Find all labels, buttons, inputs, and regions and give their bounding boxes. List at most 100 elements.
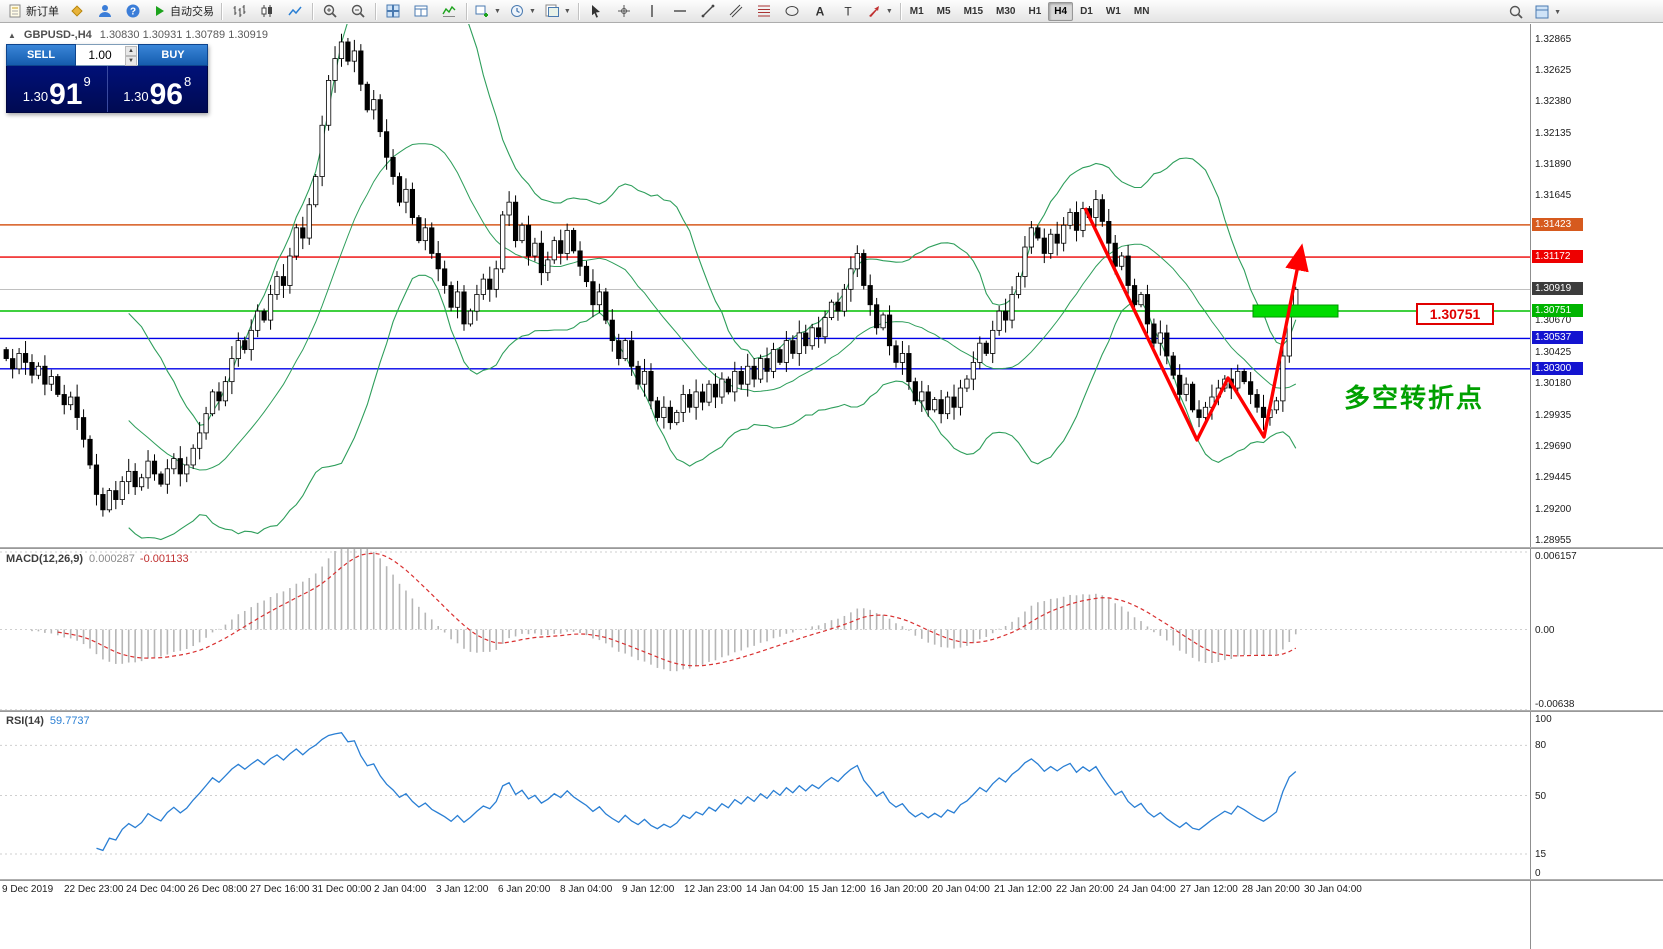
shapes-tool-button[interactable] [778, 0, 806, 22]
toolbar-separator [577, 2, 579, 20]
fibonacci-tool-button[interactable] [750, 0, 778, 22]
trend-arrow-annotation[interactable] [1083, 207, 1309, 442]
svg-text:A: A [815, 5, 824, 19]
templates-button[interactable]: ▼ [540, 0, 575, 22]
autotrading-button[interactable]: 自动交易 [147, 0, 218, 22]
time-axis-label: 20 Jan 04:00 [932, 884, 990, 895]
search-icon [1509, 5, 1523, 19]
price-tick: 1.32135 [1535, 127, 1572, 139]
indicators-button[interactable] [435, 0, 463, 22]
price-tick: 1.32625 [1535, 64, 1572, 76]
timeframe-button-D1[interactable]: D1 [1080, 5, 1093, 17]
horizontal-line-tool-button[interactable] [666, 0, 694, 22]
bid-main-digits: 91 [49, 77, 83, 111]
time-axis-label: 27 Jan 12:00 [1180, 884, 1238, 895]
vertical-line-tool-button[interactable] [638, 0, 666, 22]
rsi-title: RSI(14) [6, 715, 44, 727]
volume-down-button[interactable]: ▼ [125, 56, 137, 66]
metaquotes-icon [71, 5, 83, 17]
new-order-button[interactable]: 新订单 [3, 0, 63, 22]
price-scale-column[interactable]: 1.32865 1.32625 1.32380 1.32135 1.31890 1.316… [1531, 0, 1663, 949]
indicators-icon [442, 5, 456, 17]
text-tool-button[interactable]: A [806, 0, 834, 22]
help-icon: ? [126, 4, 140, 18]
bid-price[interactable]: 1.30 91 9 [7, 66, 108, 112]
workspace-button[interactable]: ▼ [1530, 1, 1565, 23]
candlestick-chart-button[interactable] [253, 0, 281, 22]
toolbar-separator [375, 2, 376, 20]
timeframe-button-M30[interactable]: M30 [996, 5, 1016, 17]
clock-icon [510, 5, 523, 17]
dropdown-caret-icon: ▼ [563, 7, 571, 15]
price-chart-plot[interactable] [0, 24, 1530, 547]
search-button[interactable] [1502, 1, 1530, 23]
one-click-collapse-arrow[interactable]: ▲ [8, 30, 16, 40]
rsi-scale-label: 50 [1535, 790, 1547, 802]
zoom-in-icon [323, 4, 337, 18]
trendline-icon [701, 4, 715, 18]
ask-prefix: 1.30 [123, 89, 149, 104]
timeframe-group: M1 M5 M15 M30 H1 H4 D1 W1 MN [904, 1, 1156, 21]
new-order-label: 新订单 [26, 6, 59, 18]
timeframe-button-MN[interactable]: MN [1133, 5, 1150, 17]
green-zone-rectangle[interactable] [1252, 304, 1339, 318]
timeframe-button-W1[interactable]: W1 [1105, 5, 1121, 17]
data-window-button[interactable] [407, 0, 435, 22]
annotation-note-text[interactable]: 多空转折点 [1344, 383, 1485, 413]
main-toolbar: 新订单 ? 自动交易 ▼ ▼ ▼ A T ▼ M1 M5 M15 M30 H1 H4 D1 W… [0, 0, 1663, 23]
timeframe-button-M15[interactable]: M15 [963, 5, 984, 17]
zoom-out-button[interactable] [344, 0, 372, 22]
vertical-line-icon [651, 5, 653, 17]
price-level-tag[interactable]: 1.30751 [1416, 303, 1494, 325]
timeframe-button-H1[interactable]: H1 [1028, 5, 1042, 17]
rsi-plot[interactable] [0, 712, 1530, 879]
dropdown-caret-icon: ▼ [885, 7, 893, 15]
toolbar-right-group: ▼ [1502, 1, 1565, 23]
candlestick-chart-icon [261, 5, 272, 17]
rsi-line [96, 731, 1297, 852]
zoom-in-button[interactable] [316, 0, 344, 22]
zoom-out-icon [351, 4, 365, 18]
bar-chart-button[interactable] [225, 0, 253, 22]
time-axis-label: 9 Jan 12:00 [622, 884, 675, 895]
trendline-tool-button[interactable] [694, 0, 722, 22]
periods-button[interactable]: ▼ [505, 0, 540, 22]
volume-input[interactable] [76, 47, 124, 63]
community-button[interactable] [91, 0, 119, 22]
panel-splitter[interactable] [0, 710, 1663, 712]
macd-plot[interactable] [0, 549, 1530, 710]
channel-tool-button[interactable] [722, 0, 750, 22]
metaquotes-button[interactable] [63, 0, 91, 22]
label-tool-button[interactable]: T [834, 0, 862, 22]
arrows-tool-button[interactable]: ▼ [862, 0, 897, 22]
user-icon [99, 5, 111, 17]
new-chart-button[interactable]: ▼ [470, 0, 505, 22]
time-axis[interactable]: 9 Dec 2019 22 Dec 23:00 24 Dec 04:00 26 Dec… [0, 881, 1663, 949]
timeframe-button-M1[interactable]: M1 [909, 5, 924, 17]
sell-button[interactable]: SELL [6, 44, 76, 66]
time-axis-label: 31 Dec 00:00 [312, 884, 372, 895]
toolbar-separator [312, 2, 313, 20]
ask-price[interactable]: 1.30 96 8 [108, 66, 208, 112]
line-chart-button[interactable] [281, 0, 309, 22]
volume-up-button[interactable]: ▲ [125, 46, 137, 56]
tile-windows-button[interactable] [379, 0, 407, 22]
macd-signal-line [57, 552, 1297, 667]
buy-button[interactable]: BUY [138, 44, 208, 66]
rsi-scale-label: 80 [1535, 740, 1547, 752]
macd-signal-value: -0.001133 [139, 553, 189, 565]
panel-splitter[interactable] [0, 879, 1663, 881]
price-badge: 1.30751 [1532, 304, 1583, 317]
line-chart-icon [288, 6, 302, 16]
toolbar-separator [221, 2, 222, 20]
cursor-tool-button[interactable] [582, 0, 610, 22]
crosshair-icon [617, 5, 630, 17]
help-button[interactable]: ? [119, 0, 147, 22]
timeframe-button-H4[interactable]: H4 [1048, 1, 1074, 21]
timeframe-button-M5[interactable]: M5 [936, 5, 951, 17]
data-window-icon [414, 5, 428, 17]
crosshair-tool-button[interactable] [610, 0, 638, 22]
panel-splitter[interactable] [0, 547, 1663, 549]
time-axis-label: 6 Jan 20:00 [498, 884, 551, 895]
time-axis-label: 30 Jan 04:00 [1304, 884, 1362, 895]
